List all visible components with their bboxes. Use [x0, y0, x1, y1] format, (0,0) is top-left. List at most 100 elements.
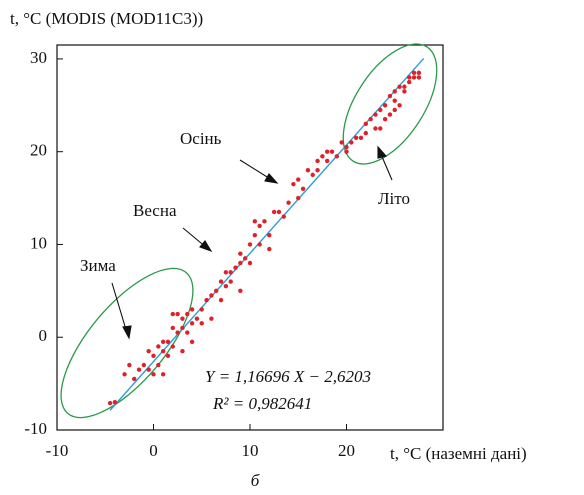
- point: [407, 75, 412, 80]
- point: [363, 130, 368, 136]
- point: [238, 251, 243, 256]
- point: [218, 279, 224, 284]
- point: [329, 149, 335, 154]
- point: [127, 362, 132, 368]
- point: [238, 288, 243, 294]
- point: [151, 372, 156, 377]
- point: [334, 154, 340, 159]
- point: [276, 209, 282, 215]
- x-axis-label: t, °C (наземні дані): [390, 444, 527, 463]
- point: [411, 75, 417, 80]
- point: [151, 353, 156, 358]
- point: [252, 232, 258, 238]
- point: [180, 348, 185, 354]
- point: [194, 316, 200, 321]
- point: [112, 399, 118, 405]
- point: [180, 316, 185, 321]
- fit-line: [109, 57, 425, 411]
- point: [382, 117, 388, 122]
- point: [223, 284, 229, 289]
- point: [262, 219, 267, 224]
- point: [315, 168, 320, 173]
- r-squared: R² = 0,982641: [212, 394, 312, 413]
- point: [271, 209, 277, 215]
- point: [286, 200, 291, 205]
- point: [315, 158, 320, 164]
- point: [204, 297, 209, 303]
- point: [416, 75, 422, 80]
- point: [214, 288, 219, 294]
- point: [189, 321, 195, 326]
- y-axis-label: t, °C (MODIS (MOD11C3)): [10, 9, 203, 28]
- point: [267, 246, 272, 252]
- point: [382, 103, 388, 108]
- point: [165, 353, 171, 358]
- point: [156, 344, 161, 349]
- point: [189, 307, 195, 312]
- x-tick-label: 10: [242, 441, 259, 460]
- point: [247, 242, 253, 247]
- point: [300, 186, 306, 191]
- point: [291, 181, 296, 187]
- annotation: Осінь: [180, 129, 222, 148]
- point: [392, 98, 397, 103]
- point: [325, 149, 330, 154]
- point: [416, 70, 422, 76]
- point: [397, 84, 402, 89]
- y-tick-label: 20: [30, 141, 47, 160]
- point: [180, 325, 185, 331]
- x-tick-label: 0: [149, 441, 158, 460]
- point: [170, 311, 175, 317]
- point: [257, 242, 262, 247]
- point: [310, 172, 315, 178]
- point: [175, 330, 180, 335]
- point: [267, 232, 272, 238]
- y-tick-label: 10: [30, 233, 47, 252]
- annotation: Літо: [378, 189, 410, 208]
- point: [305, 168, 311, 173]
- annotation: Зима: [80, 256, 116, 275]
- point: [392, 89, 397, 94]
- point: [170, 344, 175, 349]
- point: [344, 149, 349, 154]
- point: [170, 325, 175, 331]
- point: [199, 307, 204, 312]
- y-tick-label: 0: [39, 326, 48, 345]
- point: [160, 348, 166, 354]
- equation: Y = 1,16696 X − 2,6203: [205, 367, 371, 386]
- point: [107, 400, 113, 406]
- point: [281, 214, 286, 219]
- point: [411, 70, 417, 76]
- point: [387, 93, 393, 99]
- point: [402, 84, 407, 89]
- point: [378, 126, 383, 131]
- point: [320, 154, 325, 159]
- point: [296, 195, 301, 201]
- point: [175, 311, 180, 317]
- point: [397, 103, 402, 108]
- point: [165, 339, 171, 345]
- point: [339, 140, 344, 145]
- point: [209, 293, 214, 298]
- point: [228, 270, 233, 275]
- point: [349, 140, 354, 145]
- point: [136, 367, 142, 372]
- point: [160, 339, 166, 345]
- point: [368, 117, 373, 122]
- x-tick-label: 20: [338, 441, 355, 460]
- point: [325, 158, 330, 164]
- point: [185, 311, 190, 317]
- point: [233, 265, 238, 270]
- annotation: Весна: [133, 201, 177, 220]
- point: [189, 339, 195, 345]
- point: [373, 112, 378, 117]
- summer-ellipse: [342, 43, 438, 165]
- point: [392, 107, 397, 113]
- point: [402, 89, 407, 94]
- point: [252, 219, 258, 224]
- point: [378, 107, 383, 113]
- point: [228, 279, 233, 284]
- point: [218, 297, 224, 303]
- point: [156, 362, 161, 368]
- caption: б: [251, 471, 260, 490]
